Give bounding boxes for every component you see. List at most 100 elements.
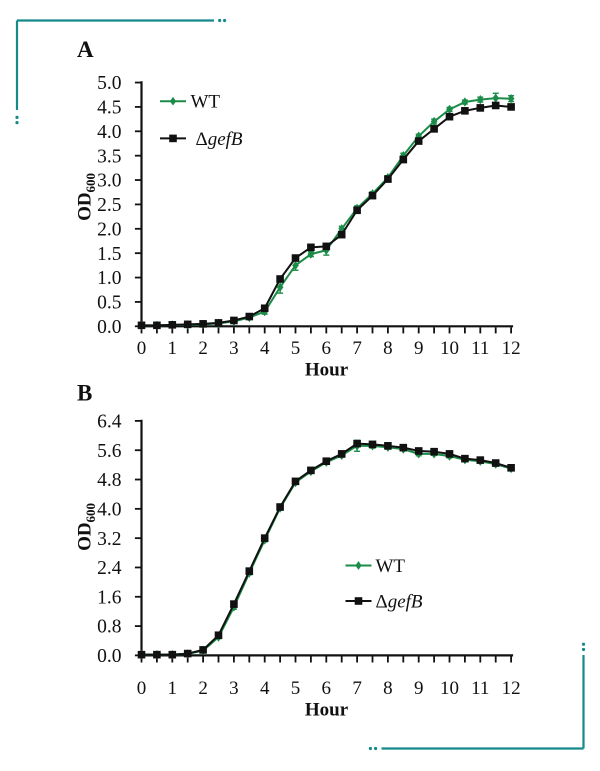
x-tick-label: 6: [322, 338, 332, 359]
x-tick-label: 5: [291, 338, 301, 359]
x-tick-label: 9: [414, 338, 424, 359]
marker-square-gefB-deletion: [230, 316, 238, 325]
x-tick-label: 7: [352, 338, 362, 359]
bracket-dot: [15, 121, 19, 125]
marker-square-gefB-deletion: [214, 319, 223, 327]
legend-label-WT: WT: [376, 556, 406, 577]
crop-brackets: [15, 18, 586, 751]
x-tick-label: 12: [502, 338, 521, 359]
bracket-dot: [581, 647, 586, 652]
marker-square-gefB-deletion: [307, 243, 315, 252]
marker-square-gefB-deletion: [260, 304, 269, 313]
marker-square-gefB-deletion: [507, 103, 515, 111]
marker-diamond-WT: [507, 94, 515, 104]
y-axis-title-A: OD600: [75, 173, 99, 221]
y-tick-label: 0.0: [97, 317, 121, 338]
bracket-top-left: [15, 18, 227, 125]
marker-square-gefB-deletion: [183, 649, 192, 658]
marker-square-gefB-deletion: [491, 459, 500, 467]
marker-square-gefB-deletion: [153, 650, 161, 659]
marker-square-gefB-deletion: [276, 275, 284, 283]
marker-square-gefB-deletion: [291, 254, 300, 262]
x-tick-label: 8: [383, 338, 393, 359]
series-WT-B: [138, 439, 515, 660]
y-tick-label: 5.6: [97, 441, 122, 462]
marker-square-gefB-deletion: [430, 125, 438, 133]
y-tick-label: 1.0: [97, 268, 121, 289]
y-tick-label: 2.5: [97, 195, 121, 216]
marker-square-gefB-deletion: [291, 477, 300, 486]
marker-square-gefB-deletion: [199, 320, 207, 328]
x-tick-label: 5: [291, 678, 301, 699]
x-tick-label: 7: [352, 678, 362, 699]
marker-square-gefB-deletion: [199, 646, 207, 654]
legend-marker-gefB-deletion: [169, 134, 177, 143]
series-gefB-deletion-B: [137, 439, 515, 659]
bracket-dot: [223, 18, 227, 23]
marker-square-gefB-deletion: [430, 447, 438, 456]
legend-label-gefB-deletion: ΔgefB: [196, 129, 243, 150]
x-tick-label: 3: [229, 678, 239, 699]
marker-square-gefB-deletion: [245, 567, 254, 575]
marker-square-gefB-deletion: [491, 101, 500, 110]
marker-square-gefB-deletion: [245, 312, 254, 321]
marker-square-gefB-deletion: [414, 137, 423, 145]
bracket-dot: [581, 642, 586, 646]
legend-marker-WT: [169, 96, 177, 106]
marker-diamond-WT: [446, 104, 453, 114]
marker-square-gefB-deletion: [461, 107, 469, 115]
series-line-WT: [141, 444, 512, 656]
marker-square-gefB-deletion: [445, 450, 454, 458]
legend-B: WT ΔgefB: [345, 556, 423, 612]
marker-square-gefB-deletion: [507, 464, 515, 472]
marker-diamond-WT: [430, 116, 438, 127]
x-tick-label: 9: [414, 678, 424, 699]
marker-square-gefB-deletion: [168, 650, 177, 659]
y-tick-label: 1.6: [97, 587, 122, 608]
y-tick-label: 3.0: [97, 171, 121, 192]
y-tick-label: 0.0: [97, 646, 121, 667]
marker-square-gefB-deletion: [445, 112, 454, 121]
series-line-gefB-deletion: [141, 442, 512, 656]
x-tick-label: 0: [137, 338, 147, 359]
panel-A: A0.00.51.01.52.02.53.03.54.04.55.00 1 2 3 4 5…: [75, 37, 521, 381]
x-tick-label: 10: [440, 678, 459, 699]
marker-square-gefB-deletion: [137, 321, 146, 330]
legend-A: WT ΔgefB: [160, 92, 243, 150]
panel-letter-B: B: [77, 381, 92, 406]
panel-B: B0.00.81.62.43.24.04.85.66.40 1 2 3 4 5 6 7 8 9 10…: [75, 381, 521, 721]
marker-diamond-WT: [492, 93, 500, 103]
x-axis-title-B: Hour: [305, 700, 349, 721]
y-tick-label: 6.4: [97, 412, 122, 433]
legend-label-gefB-deletion: ΔgefB: [376, 591, 423, 612]
y-tick-label: 3.2: [97, 529, 121, 550]
x-tick-label: 3: [229, 338, 239, 359]
x-tick-label: 1: [168, 338, 178, 359]
legend-label-WT: WT: [191, 92, 221, 113]
y-tick-label: 2.4: [97, 558, 122, 579]
marker-square-gefB-deletion: [322, 457, 331, 466]
marker-square-gefB-deletion: [368, 440, 377, 449]
bracket-dot: [368, 746, 372, 751]
series-gefB-deletion-A: [137, 101, 515, 330]
marker-square-gefB-deletion: [260, 534, 269, 542]
marker-diamond-WT: [292, 260, 299, 270]
x-tick-label: 8: [383, 678, 393, 699]
marker-square-gefB-deletion: [276, 503, 284, 511]
bracket-dot: [218, 18, 222, 23]
bracket-dot: [374, 746, 378, 751]
marker-square-gefB-deletion: [368, 191, 377, 200]
y-axis-title-B: OD600: [75, 503, 99, 551]
marker-diamond-WT: [461, 97, 469, 107]
y-tick-label: 4.0: [97, 499, 121, 520]
x-tick-label: 1: [168, 678, 178, 699]
marker-square-gefB-deletion: [399, 443, 408, 452]
y-tick-label: 5.0: [97, 73, 121, 94]
marker-diamond-WT: [276, 282, 284, 292]
x-tick-label: 2: [198, 338, 208, 359]
marker-square-gefB-deletion: [399, 155, 408, 164]
marker-square-gefB-deletion: [168, 321, 177, 329]
y-tick-label: 4.5: [97, 98, 121, 119]
marker-square-gefB-deletion: [307, 466, 315, 475]
